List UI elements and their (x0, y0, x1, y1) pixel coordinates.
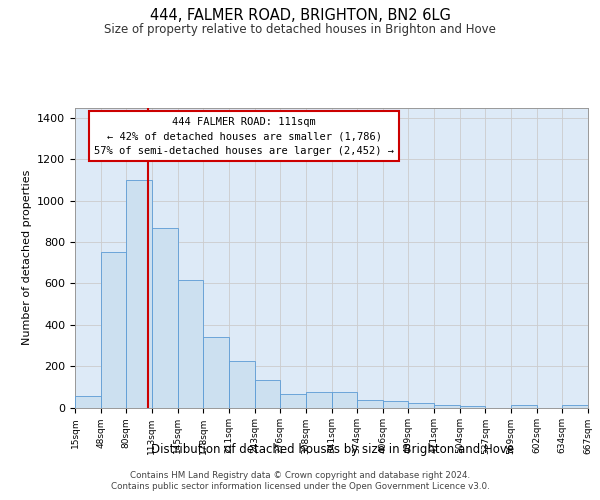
Text: Contains public sector information licensed under the Open Government Licence v3: Contains public sector information licen… (110, 482, 490, 491)
Text: Size of property relative to detached houses in Brighton and Hove: Size of property relative to detached ho… (104, 22, 496, 36)
Bar (357, 400, 383, 407)
Bar (280, 394, 306, 407)
Bar (75, 396, 101, 407)
Bar (409, 404, 434, 407)
Bar (152, 228, 178, 408)
Bar (434, 405, 460, 407)
Bar (562, 406, 588, 407)
Y-axis label: Number of detached properties: Number of detached properties (22, 170, 32, 345)
Bar (460, 406, 485, 408)
Bar (229, 361, 254, 408)
Bar (511, 406, 537, 407)
Text: Contains HM Land Registry data © Crown copyright and database right 2024.: Contains HM Land Registry data © Crown c… (130, 471, 470, 480)
Bar (331, 392, 357, 407)
Bar (254, 380, 280, 407)
Bar (306, 392, 331, 407)
Bar (203, 337, 229, 407)
Bar (101, 252, 127, 408)
Text: 444, FALMER ROAD, BRIGHTON, BN2 6LG: 444, FALMER ROAD, BRIGHTON, BN2 6LG (149, 8, 451, 22)
Bar (178, 280, 203, 407)
Text: 444 FALMER ROAD: 111sqm
← 42% of detached houses are smaller (1,786)
57% of semi: 444 FALMER ROAD: 111sqm ← 42% of detache… (94, 116, 394, 156)
Bar (127, 180, 152, 408)
Bar (383, 402, 409, 407)
Text: Distribution of detached houses by size in Brighton and Hove: Distribution of detached houses by size … (151, 442, 515, 456)
